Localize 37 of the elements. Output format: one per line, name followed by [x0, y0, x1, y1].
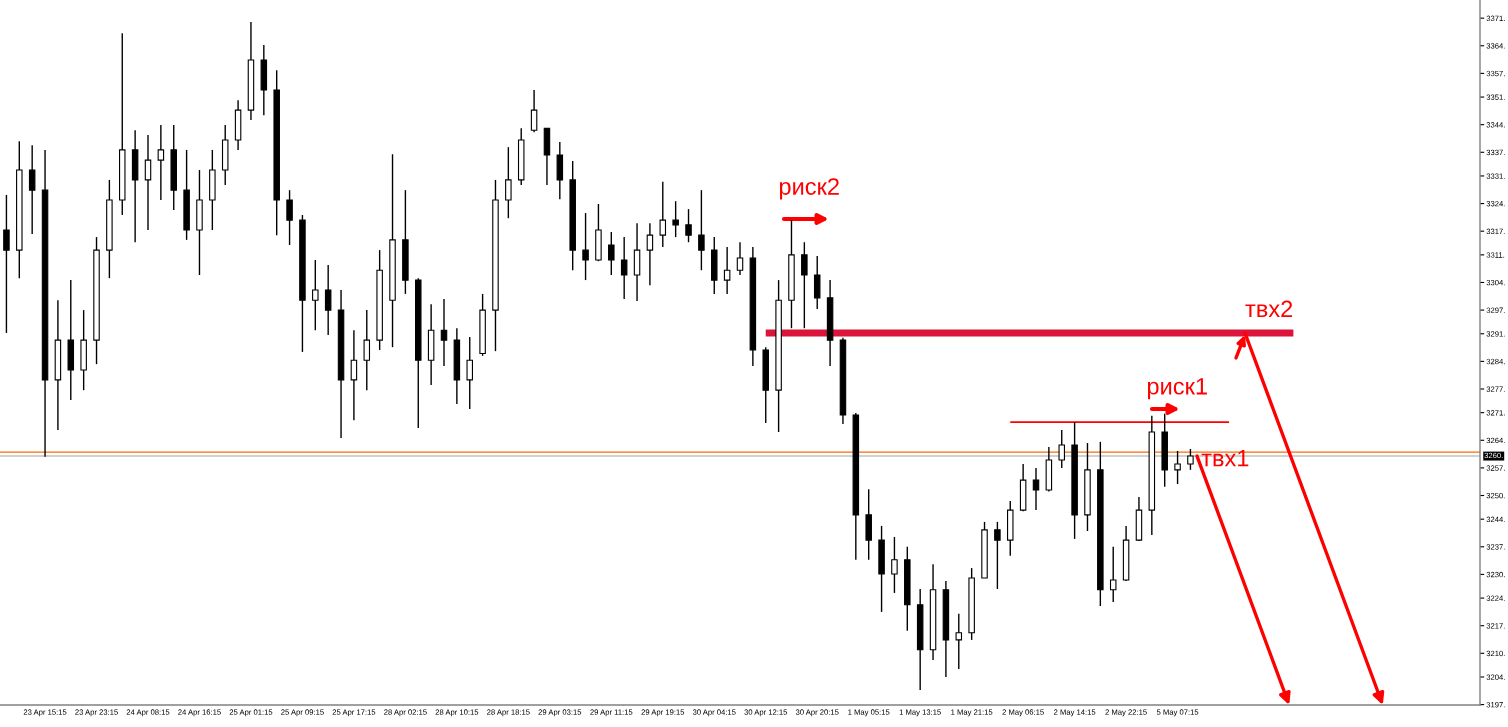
candlestick — [3, 194, 10, 334]
annotation: риск1 — [1147, 378, 1207, 400]
candlestick — [891, 536, 898, 594]
candlestick — [466, 336, 473, 410]
candlestick — [672, 200, 679, 238]
candlestick — [286, 189, 293, 246]
candlestick — [1174, 450, 1181, 485]
candlestick — [144, 134, 152, 231]
candlestick — [312, 259, 319, 331]
candlestick — [620, 236, 628, 300]
candlestick — [608, 231, 615, 276]
candlestick — [659, 181, 667, 248]
candlestick — [582, 212, 589, 281]
candlestick — [1109, 546, 1117, 603]
candlestick — [1187, 448, 1194, 471]
candlestick — [801, 241, 808, 329]
candlestick — [646, 222, 654, 286]
candlestick — [813, 255, 821, 310]
candlestick — [994, 521, 1001, 590]
candlestick — [736, 241, 744, 276]
candlestick — [685, 208, 692, 243]
candlestick — [1058, 429, 1065, 469]
candlestick — [157, 124, 165, 201]
candlestick — [1032, 467, 1040, 511]
candlestick — [363, 309, 371, 391]
candlestick — [698, 189, 705, 271]
candlestick — [324, 264, 332, 336]
candlestick — [955, 613, 963, 670]
annotation: твх1 — [1201, 450, 1249, 467]
annotation: твх2 — [1245, 300, 1293, 317]
candlestick — [530, 89, 538, 133]
annotation: риск2 — [779, 178, 839, 200]
candlestick — [350, 329, 358, 421]
candlestick — [440, 298, 448, 367]
candlestick — [505, 146, 512, 219]
candlestick — [723, 246, 731, 295]
candlestick — [28, 144, 36, 235]
